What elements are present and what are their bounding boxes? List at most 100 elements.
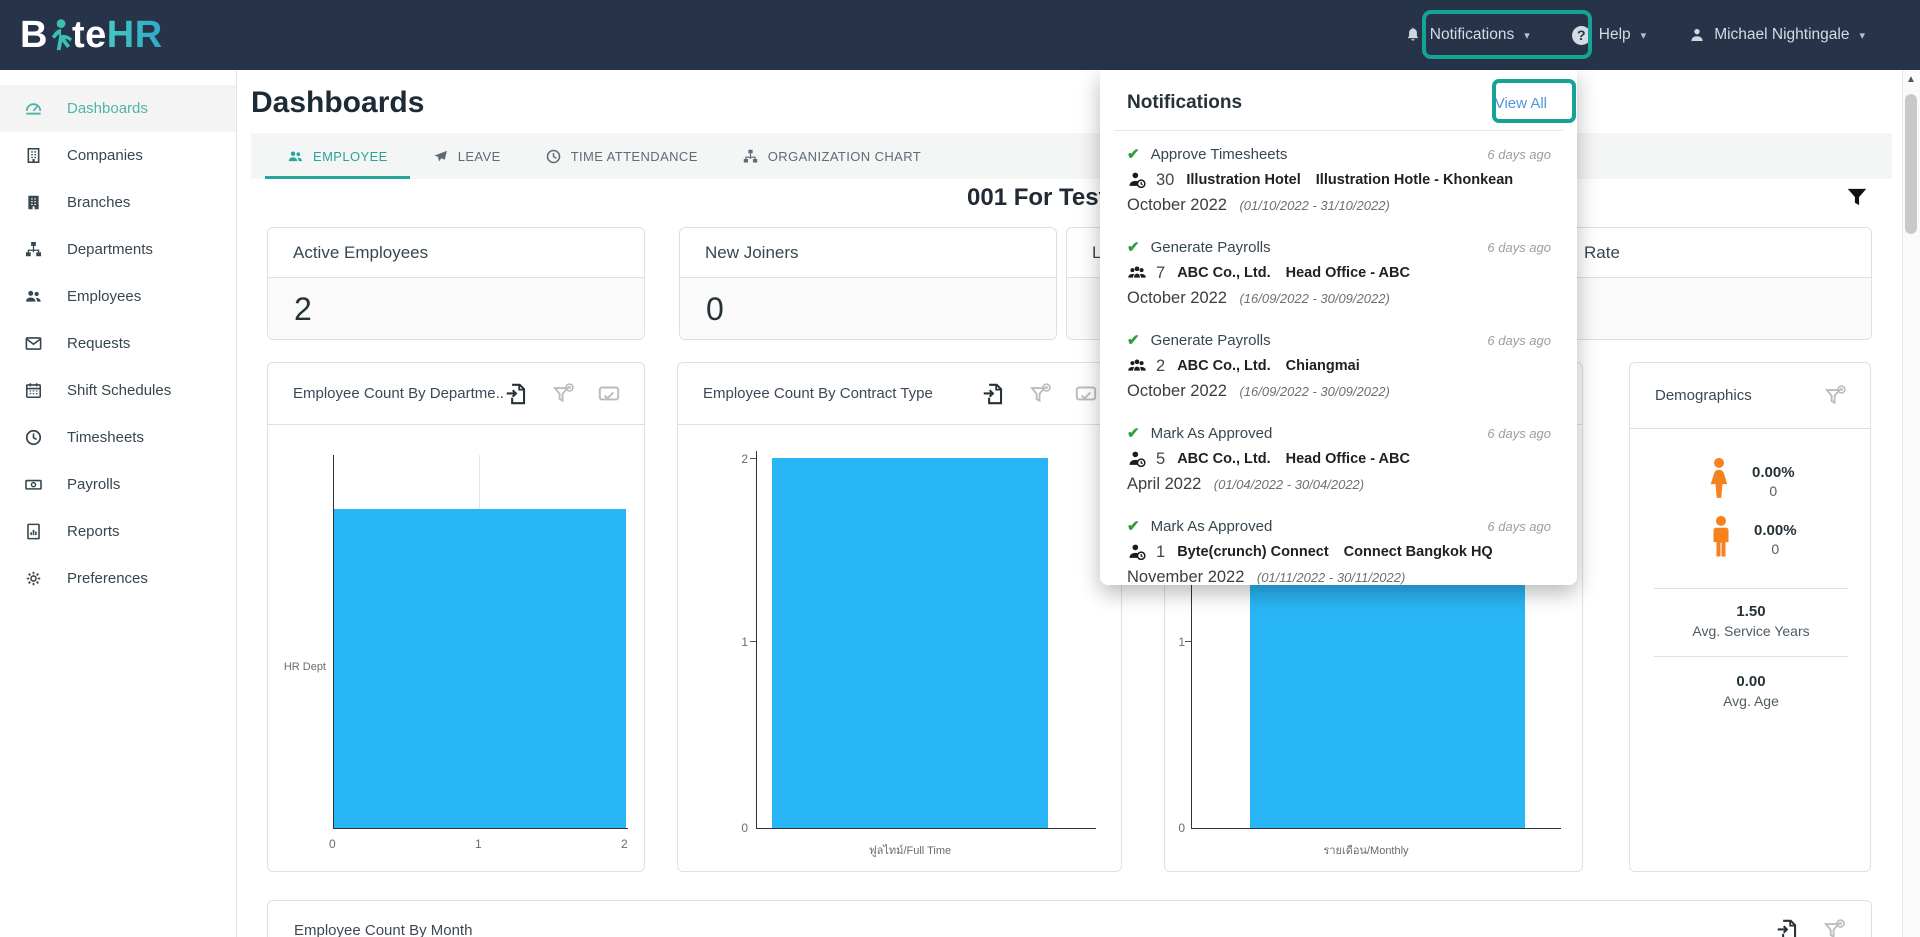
bar-hr-dept xyxy=(334,509,626,828)
clear-filter-icon[interactable] xyxy=(550,381,576,407)
notification-item[interactable]: ✔ Mark As Approved 6 days ago 5 ABC Co.,… xyxy=(1127,424,1551,494)
divider xyxy=(1114,130,1563,131)
notification-company: Illustration Hotel xyxy=(1186,172,1301,188)
sidebar-item-requests[interactable]: Requests xyxy=(0,320,236,367)
check-icon: ✔ xyxy=(1127,425,1140,442)
clear-filter-icon[interactable] xyxy=(1822,383,1848,409)
y-tick: 2 xyxy=(741,452,748,466)
kpi-title: Rate xyxy=(1479,228,1871,278)
view-all-link[interactable]: View All xyxy=(1494,94,1547,112)
scrollbar-thumb[interactable] xyxy=(1905,94,1917,234)
vertical-scrollbar-track[interactable] xyxy=(1902,70,1920,937)
gear-icon xyxy=(24,569,43,588)
notification-period: April 2022 xyxy=(1127,475,1202,493)
notification-action: Generate Payrolls xyxy=(1150,331,1271,349)
tab-time-attendance[interactable]: TIME ATTENDANCE xyxy=(523,133,720,179)
sidebar-item-branches[interactable]: Branches xyxy=(0,179,236,226)
people-group-icon xyxy=(1127,356,1147,376)
sidebar-item-departments[interactable]: Departments xyxy=(0,226,236,273)
report-icon xyxy=(24,522,43,541)
notification-date-range: (16/09/2022 - 30/09/2022) xyxy=(1239,384,1390,399)
sidebar-item-preferences[interactable]: Preferences xyxy=(0,555,236,602)
check-icon: ✔ xyxy=(1127,146,1140,163)
tab-leave[interactable]: LEAVE xyxy=(410,133,523,179)
sidebar-item-label: Shift Schedules xyxy=(67,382,172,399)
sidebar-item-label: Timesheets xyxy=(67,429,144,446)
bell-icon xyxy=(1404,26,1422,44)
sidebar-item-employees[interactable]: Employees xyxy=(0,273,236,320)
bytehr-logo[interactable]: B te HR xyxy=(20,12,163,58)
sidebar-item-label: Companies xyxy=(67,147,143,164)
tab-employee[interactable]: EMPLOYEE xyxy=(265,133,410,179)
tab-label: ORGANIZATION CHART xyxy=(767,148,922,164)
sidebar-item-label: Payrolls xyxy=(67,476,121,493)
female-icon xyxy=(1704,457,1734,505)
logo-text-hr: HR xyxy=(106,13,163,56)
banknote-icon xyxy=(24,475,43,494)
notification-count: 30 xyxy=(1156,170,1175,189)
sidebar-item-label: Requests xyxy=(67,335,131,352)
notification-branch: Chiangmai xyxy=(1285,358,1360,374)
dashboard-filter-icon[interactable] xyxy=(1844,184,1870,210)
export-icon[interactable] xyxy=(981,381,1007,407)
sidebar-item-payrolls[interactable]: Payrolls xyxy=(0,461,236,508)
calendar-icon xyxy=(24,381,43,400)
notification-period: October 2022 xyxy=(1127,196,1227,214)
select-data-icon[interactable] xyxy=(596,381,622,407)
scrollbar-up-arrow[interactable]: ▲ xyxy=(1906,74,1916,85)
kpi-title: Active Employees xyxy=(268,228,644,278)
notifications-list: ✔ Approve Timesheets 6 days ago 30 Illus… xyxy=(1100,131,1577,587)
logo-person-icon xyxy=(47,18,73,52)
sidebar-item-reports[interactable]: Reports xyxy=(0,508,236,555)
notification-count: 2 xyxy=(1156,356,1166,375)
export-icon[interactable] xyxy=(504,381,530,407)
y-tick: 1 xyxy=(1178,635,1185,649)
person-clock-icon xyxy=(1127,449,1147,469)
tab-organization-chart[interactable]: ORGANIZATION CHART xyxy=(720,133,943,179)
sidebar-item-dashboards[interactable]: Dashboards xyxy=(0,85,236,132)
select-data-icon[interactable] xyxy=(1073,381,1099,407)
sidebar-item-shift-schedules[interactable]: Shift Schedules xyxy=(0,367,236,414)
chart-toolbox xyxy=(981,381,1099,407)
notifications-dropdown-panel: Notifications View All ✔ Approve Timeshe… xyxy=(1100,70,1577,587)
notification-item[interactable]: ✔ Approve Timesheets 6 days ago 30 Illus… xyxy=(1127,145,1551,215)
sidebar-item-label: Employees xyxy=(67,288,142,305)
org-tree-icon xyxy=(24,240,43,259)
user-menu-button[interactable]: Michael Nightingale ▾ xyxy=(1688,26,1865,44)
dashboard-tabs: EMPLOYEE LEAVE TIME ATTENDANCE ORGANIZAT… xyxy=(251,133,1892,179)
gauge-icon xyxy=(24,99,43,118)
sidebar-item-companies[interactable]: Companies xyxy=(0,132,236,179)
female-percent: 0.00% xyxy=(1752,463,1795,481)
sidebar-item-label: Preferences xyxy=(67,570,148,587)
notification-date-range: (01/10/2022 - 31/10/2022) xyxy=(1239,198,1390,213)
chart-title: Employee Count By Departme... xyxy=(293,385,504,402)
notification-period: October 2022 xyxy=(1127,382,1227,400)
sidebar-item-label: Branches xyxy=(67,194,131,211)
kpi-value: 0 xyxy=(680,278,1056,339)
kpi-card-active-employees: Active Employees 2 xyxy=(267,227,645,340)
x-tick: 1 xyxy=(475,837,482,851)
avg-service-years-value: 1.50 xyxy=(1736,603,1766,620)
notifications-panel-header: Notifications View All xyxy=(1100,70,1577,130)
notification-timestamp: 6 days ago xyxy=(1487,425,1551,441)
clear-filter-icon[interactable] xyxy=(1027,381,1053,407)
notifications-menu-button[interactable]: Notifications ▾ xyxy=(1404,26,1530,44)
avg-age-value: 0.00 xyxy=(1736,673,1766,690)
sidebar-item-timesheets[interactable]: Timesheets xyxy=(0,414,236,461)
notification-item[interactable]: ✔ Mark As Approved 6 days ago 1 Byte(cru… xyxy=(1127,517,1551,587)
y-tick: 0 xyxy=(741,821,748,835)
y-axis-line xyxy=(333,455,334,828)
clear-filter-icon[interactable] xyxy=(1821,917,1847,937)
notification-action: Generate Payrolls xyxy=(1150,238,1271,256)
divider xyxy=(1654,656,1848,657)
notification-timestamp: 6 days ago xyxy=(1487,518,1551,534)
building-icon xyxy=(24,146,43,165)
check-icon: ✔ xyxy=(1127,332,1140,349)
export-icon[interactable] xyxy=(1775,917,1801,937)
help-menu-button[interactable]: ? Help ▾ xyxy=(1571,25,1646,45)
x-tick: 0 xyxy=(329,837,336,851)
notification-item[interactable]: ✔ Generate Payrolls 6 days ago 7 ABC Co.… xyxy=(1127,238,1551,308)
notification-item[interactable]: ✔ Generate Payrolls 6 days ago 2 ABC Co.… xyxy=(1127,331,1551,401)
notification-company: ABC Co., Ltd. xyxy=(1177,451,1271,467)
tab-label: TIME ATTENDANCE xyxy=(570,148,698,164)
